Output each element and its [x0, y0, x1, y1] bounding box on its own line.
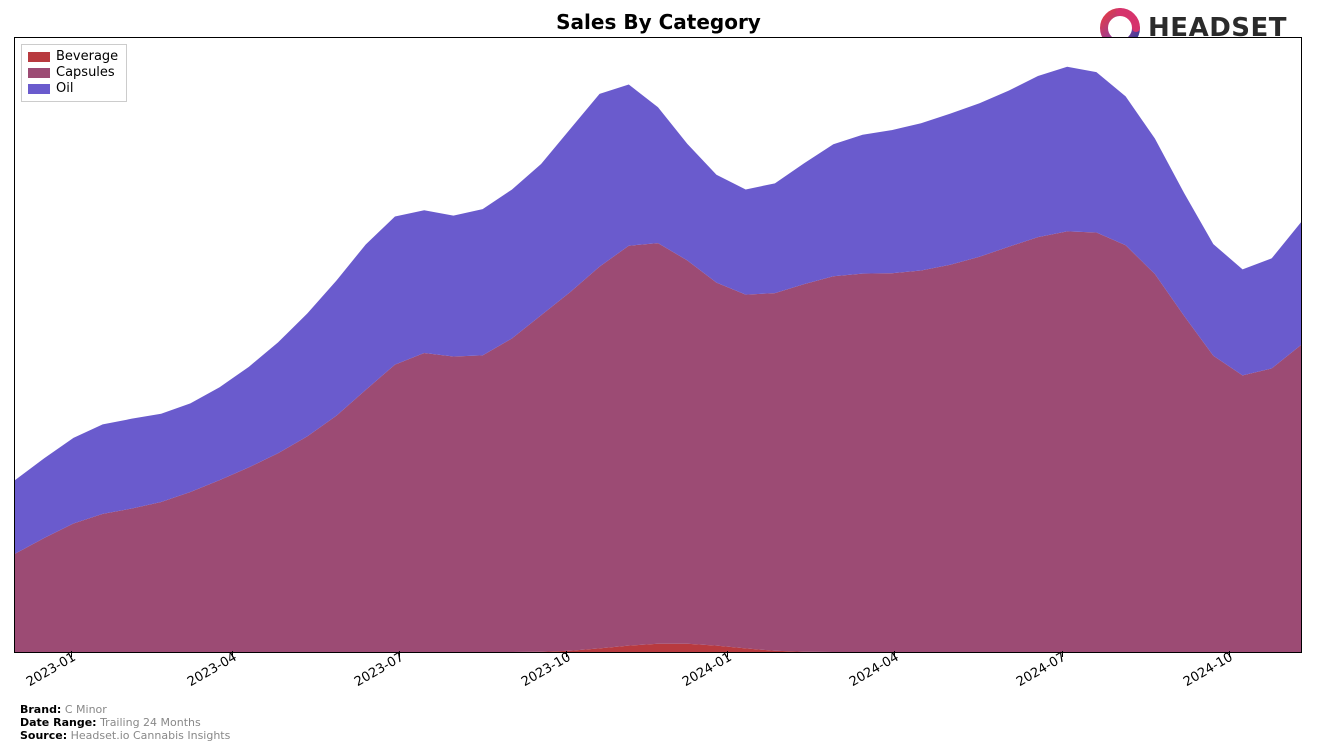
- meta-value: Trailing 24 Months: [100, 716, 201, 729]
- meta-label: Date Range:: [20, 716, 97, 729]
- legend-label: Capsules: [56, 65, 115, 81]
- legend-swatch-capsules: [28, 68, 50, 78]
- x-tick-label: 2023-04: [185, 650, 240, 690]
- legend-swatch-oil: [28, 84, 50, 94]
- meta-date-range: Date Range: Trailing 24 Months: [20, 716, 230, 729]
- chart-container: { "title": "Sales By Category", "title_f…: [0, 0, 1317, 747]
- chart-metadata: Brand: C Minor Date Range: Trailing 24 M…: [20, 703, 230, 742]
- x-tick-label: 2024-07: [1014, 650, 1069, 690]
- meta-brand: Brand: C Minor: [20, 703, 230, 716]
- x-tick-label: 2024-10: [1181, 650, 1236, 690]
- x-tick-label: 2023-10: [519, 650, 574, 690]
- plot-area: Beverage Capsules Oil: [14, 37, 1302, 653]
- x-tick-label: 2023-01: [24, 650, 79, 690]
- meta-value: C Minor: [65, 703, 107, 716]
- legend-swatch-beverage: [28, 52, 50, 62]
- x-tick-label: 2023-07: [352, 650, 407, 690]
- meta-value: Headset.io Cannabis Insights: [71, 729, 231, 742]
- legend-item-capsules: Capsules: [28, 65, 118, 81]
- stacked-area-svg: [15, 38, 1301, 652]
- legend-label: Oil: [56, 81, 73, 97]
- x-tick-label: 2024-04: [847, 650, 902, 690]
- legend-item-oil: Oil: [28, 81, 118, 97]
- legend: Beverage Capsules Oil: [21, 44, 127, 102]
- meta-label: Brand:: [20, 703, 61, 716]
- legend-label: Beverage: [56, 49, 118, 65]
- legend-item-beverage: Beverage: [28, 49, 118, 65]
- x-tick-label: 2024-01: [680, 650, 735, 690]
- meta-source: Source: Headset.io Cannabis Insights: [20, 729, 230, 742]
- meta-label: Source:: [20, 729, 67, 742]
